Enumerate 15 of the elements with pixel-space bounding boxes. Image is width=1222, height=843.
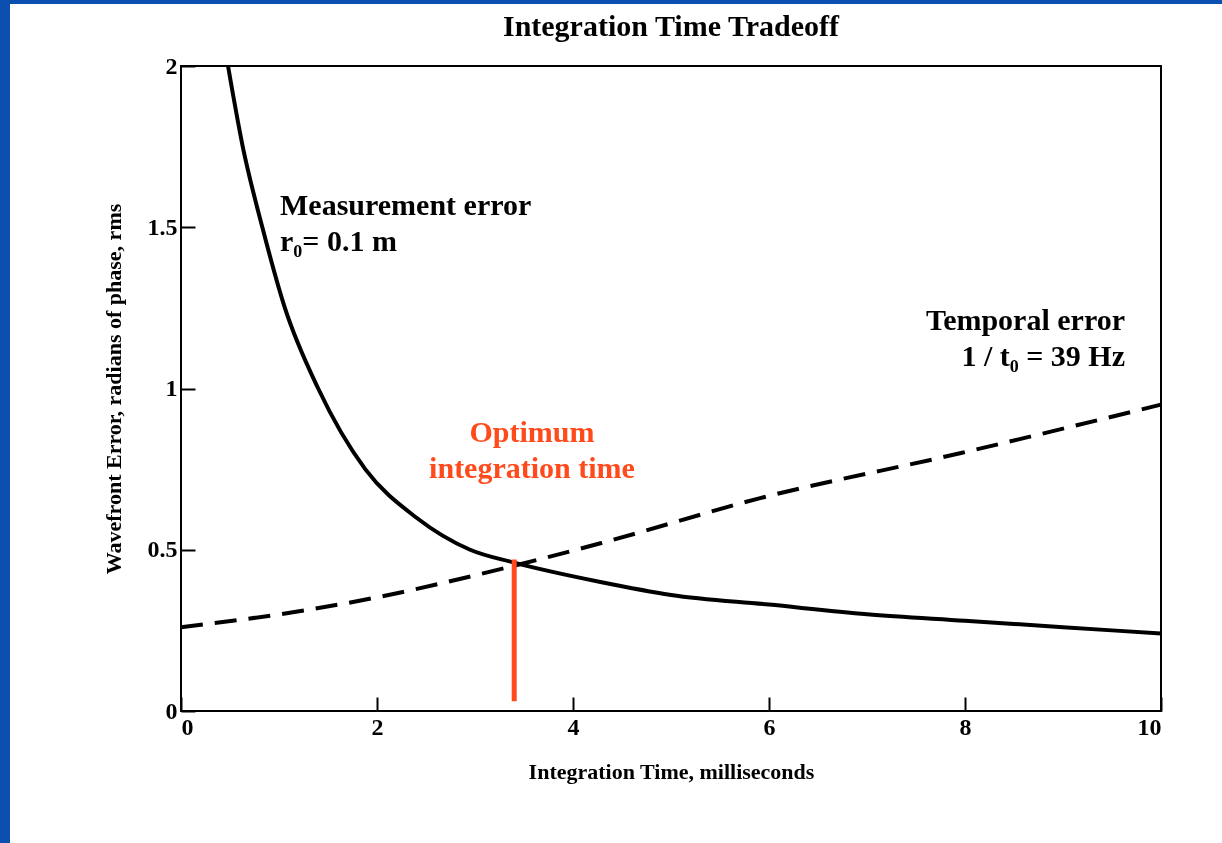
y-tick-label: 2 (165, 52, 178, 79)
annotation: Temporal error 1 / t₀ = 39 Hz (925, 303, 1125, 372)
annotation: Optimum integration time (429, 415, 635, 484)
annotation: Measurement error r₀= 0.1 m (280, 188, 532, 257)
y-tick-label: 0.5 (147, 536, 178, 563)
y-tick-label: 1.5 (147, 213, 178, 240)
x-tick-label: 8 (959, 713, 972, 740)
x-tick-label: 10 (1137, 713, 1162, 740)
x-axis-title: Integration Time, milliseconds (528, 758, 815, 784)
x-tick-label: 2 (371, 713, 384, 740)
y-tick-label: 1 (165, 375, 178, 401)
x-tick-label: 6 (763, 713, 776, 740)
chart-title: Integration Time Tradeoff (502, 9, 841, 42)
x-tick-label: 4 (567, 713, 580, 740)
y-axis-title: Wavefront Error, radians of phase, rms (100, 203, 126, 575)
